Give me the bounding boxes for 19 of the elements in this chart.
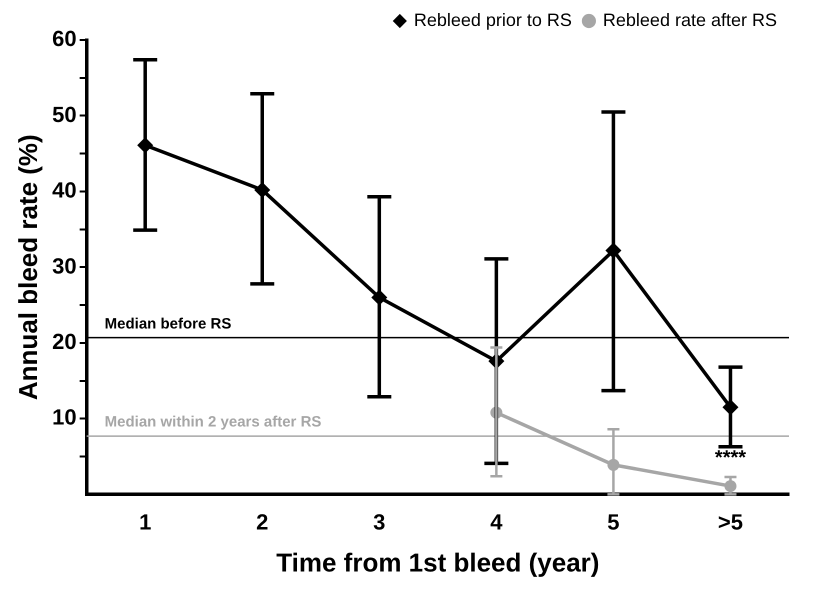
y-tick-label: 10 xyxy=(52,404,77,430)
x-tick-label: 3 xyxy=(373,510,386,535)
y-tick-label: 60 xyxy=(52,26,77,52)
x-tick-label: 1 xyxy=(139,510,152,535)
x-tick-label: 5 xyxy=(607,510,620,535)
ref-line-label: Median before RS xyxy=(104,315,232,332)
legend-label: Rebleed prior to RS xyxy=(414,10,572,30)
y-axis-title: Annual bleed rate (%) xyxy=(12,134,43,400)
legend-label: Rebleed rate after RS xyxy=(602,10,777,30)
x-tick-label: 4 xyxy=(490,510,504,535)
annotation: **** xyxy=(714,446,746,469)
x-axis-title: Time from 1st bleed (year) xyxy=(276,548,600,578)
x-tick-label: 2 xyxy=(256,510,268,535)
ref-line-label: Median within 2 years after RS xyxy=(104,414,322,431)
y-tick-label: 50 xyxy=(52,102,77,127)
y-tick-label: 20 xyxy=(52,328,77,354)
x-tick-label: >5 xyxy=(718,510,744,535)
y-tick-label: 30 xyxy=(52,253,77,278)
y-tick-label: 40 xyxy=(52,178,77,203)
